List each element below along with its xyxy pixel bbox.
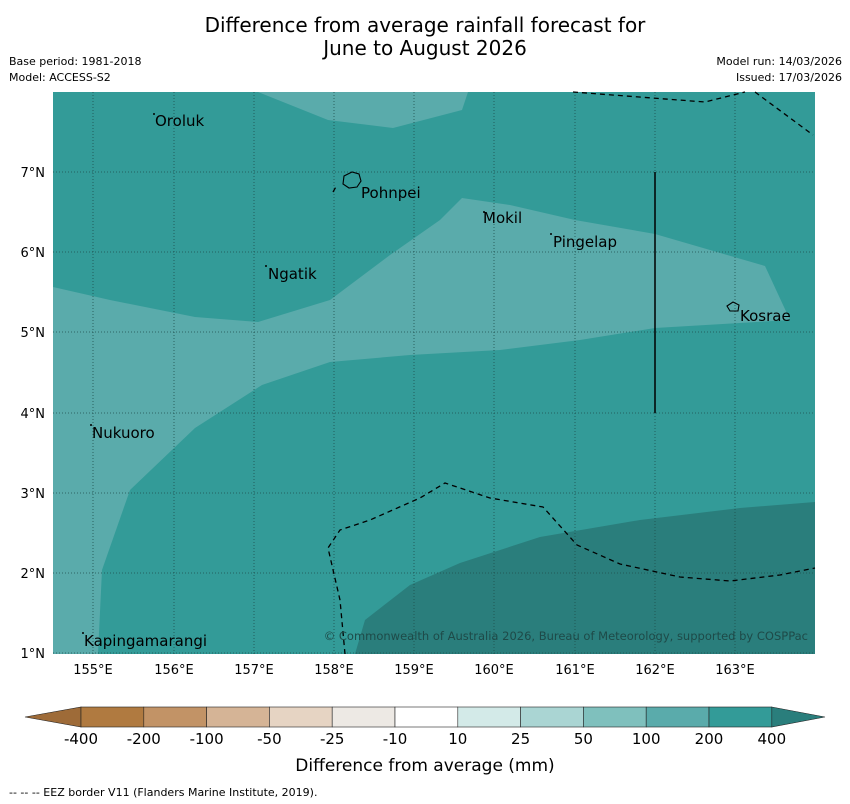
colorbar-label: -50 bbox=[257, 730, 282, 748]
colorbar-segment bbox=[143, 706, 207, 728]
region-100-200-top bbox=[258, 92, 468, 128]
pingelap-marker bbox=[550, 233, 552, 235]
meta-left: Base period: 1981-2018 Model: ACCESS-S2 bbox=[9, 54, 141, 86]
colorbar-segment bbox=[394, 706, 459, 728]
colorbar-label: 200 bbox=[694, 730, 724, 748]
colorbar-label: -25 bbox=[319, 730, 345, 748]
colorbar-extend-low bbox=[24, 706, 82, 728]
eez-borders bbox=[327, 91, 816, 655]
label-nukuoro: Nukuoro bbox=[92, 424, 155, 442]
colorbar-segment bbox=[708, 706, 773, 728]
island-dots bbox=[82, 113, 552, 634]
colorbar-segment bbox=[206, 706, 270, 728]
lon-label: 162°E bbox=[635, 663, 675, 678]
latitude-labels: 7°N 6°N 5°N 4°N 3°N 2°N 1°N bbox=[21, 166, 46, 662]
colorbar-label: -10 bbox=[382, 730, 408, 748]
meta-right: Model run: 14/03/2026 Issued: 17/03/2026 bbox=[716, 54, 842, 86]
lat-label: 5°N bbox=[21, 326, 46, 341]
lat-label: 6°N bbox=[21, 246, 46, 261]
label-pingelap: Pingelap bbox=[553, 233, 617, 251]
copyright-text: © Commonwealth of Australia 2026, Bureau… bbox=[324, 629, 808, 643]
oroluk-marker bbox=[153, 113, 155, 115]
model-run: Model run: 14/03/2026 bbox=[716, 55, 842, 68]
lon-label: 155°E bbox=[73, 663, 113, 678]
base-period: Base period: 1981-2018 bbox=[9, 55, 142, 68]
label-kapingamarangi: Kapingamarangi bbox=[84, 632, 207, 650]
title-line-2: June to August 2026 bbox=[323, 36, 527, 60]
colorbar-segment bbox=[269, 706, 333, 728]
colorbar-segment bbox=[80, 706, 145, 728]
lat-label: 7°N bbox=[21, 166, 46, 181]
longitude-labels: 155°E 156°E 157°E 158°E 159°E 160°E 161°E 162°E… bbox=[73, 663, 755, 678]
lon-label: 161°E bbox=[555, 663, 595, 678]
region-100-200-middle bbox=[53, 198, 790, 654]
kapingamarangi-marker bbox=[82, 632, 84, 634]
lat-label: 1°N bbox=[21, 647, 46, 662]
colorbar-label: 400 bbox=[757, 730, 787, 748]
colorbar-segment bbox=[457, 706, 521, 728]
model-name: Model: ACCESS-S2 bbox=[9, 71, 111, 84]
lon-label: 160°E bbox=[474, 663, 514, 678]
ngatik-marker bbox=[265, 265, 267, 267]
colorbar-label: 50 bbox=[573, 730, 593, 748]
colorbar-label: -200 bbox=[126, 730, 161, 748]
region-400-plus bbox=[355, 502, 815, 654]
colorbar-extend-high bbox=[771, 706, 826, 728]
eez-border-top-right bbox=[754, 91, 814, 136]
colorbar-segment bbox=[645, 706, 710, 728]
lon-label: 156°E bbox=[154, 663, 194, 678]
colorbar bbox=[24, 706, 826, 728]
colorbar-label: -400 bbox=[63, 730, 99, 748]
pohnpei-island bbox=[342, 171, 362, 189]
colorbar-segment bbox=[583, 706, 647, 728]
label-oroluk: Oroluk bbox=[155, 112, 204, 130]
lat-label: 3°N bbox=[21, 487, 46, 502]
lon-label: 158°E bbox=[314, 663, 354, 678]
colorbar-label: 25 bbox=[511, 730, 531, 748]
label-pohnpei: Pohnpei bbox=[361, 184, 421, 202]
eez-border-pohnpei bbox=[332, 184, 338, 193]
colorbar-label: 100 bbox=[631, 730, 661, 748]
nukuoro-marker bbox=[90, 424, 92, 426]
lon-label: 159°E bbox=[394, 663, 434, 678]
eez-footnote: -- -- -- EEZ border V11 (Flanders Marine… bbox=[9, 786, 318, 799]
colorbar-label: 10 bbox=[448, 730, 468, 748]
label-kosrae: Kosrae bbox=[740, 307, 791, 325]
label-mokil: Mokil bbox=[483, 209, 522, 227]
kosrae-island bbox=[726, 301, 740, 312]
lat-label: 4°N bbox=[21, 407, 46, 422]
grid-lines bbox=[53, 92, 815, 654]
lon-label: 163°E bbox=[715, 663, 755, 678]
colorbar-title: Difference from average (mm) bbox=[295, 756, 555, 776]
label-ngatik: Ngatik bbox=[268, 265, 317, 283]
issued-date: Issued: 17/03/2026 bbox=[735, 71, 842, 84]
mokil-marker bbox=[483, 211, 485, 213]
lon-label: 157°E bbox=[234, 663, 274, 678]
title-line-1: Difference from average rainfall forecas… bbox=[204, 13, 646, 37]
colorbar-label: -100 bbox=[189, 730, 224, 748]
colorbar-segment bbox=[331, 706, 396, 728]
eez-border-south bbox=[327, 482, 816, 655]
lat-label: 2°N bbox=[21, 567, 46, 582]
colorbar-segment bbox=[520, 706, 584, 728]
